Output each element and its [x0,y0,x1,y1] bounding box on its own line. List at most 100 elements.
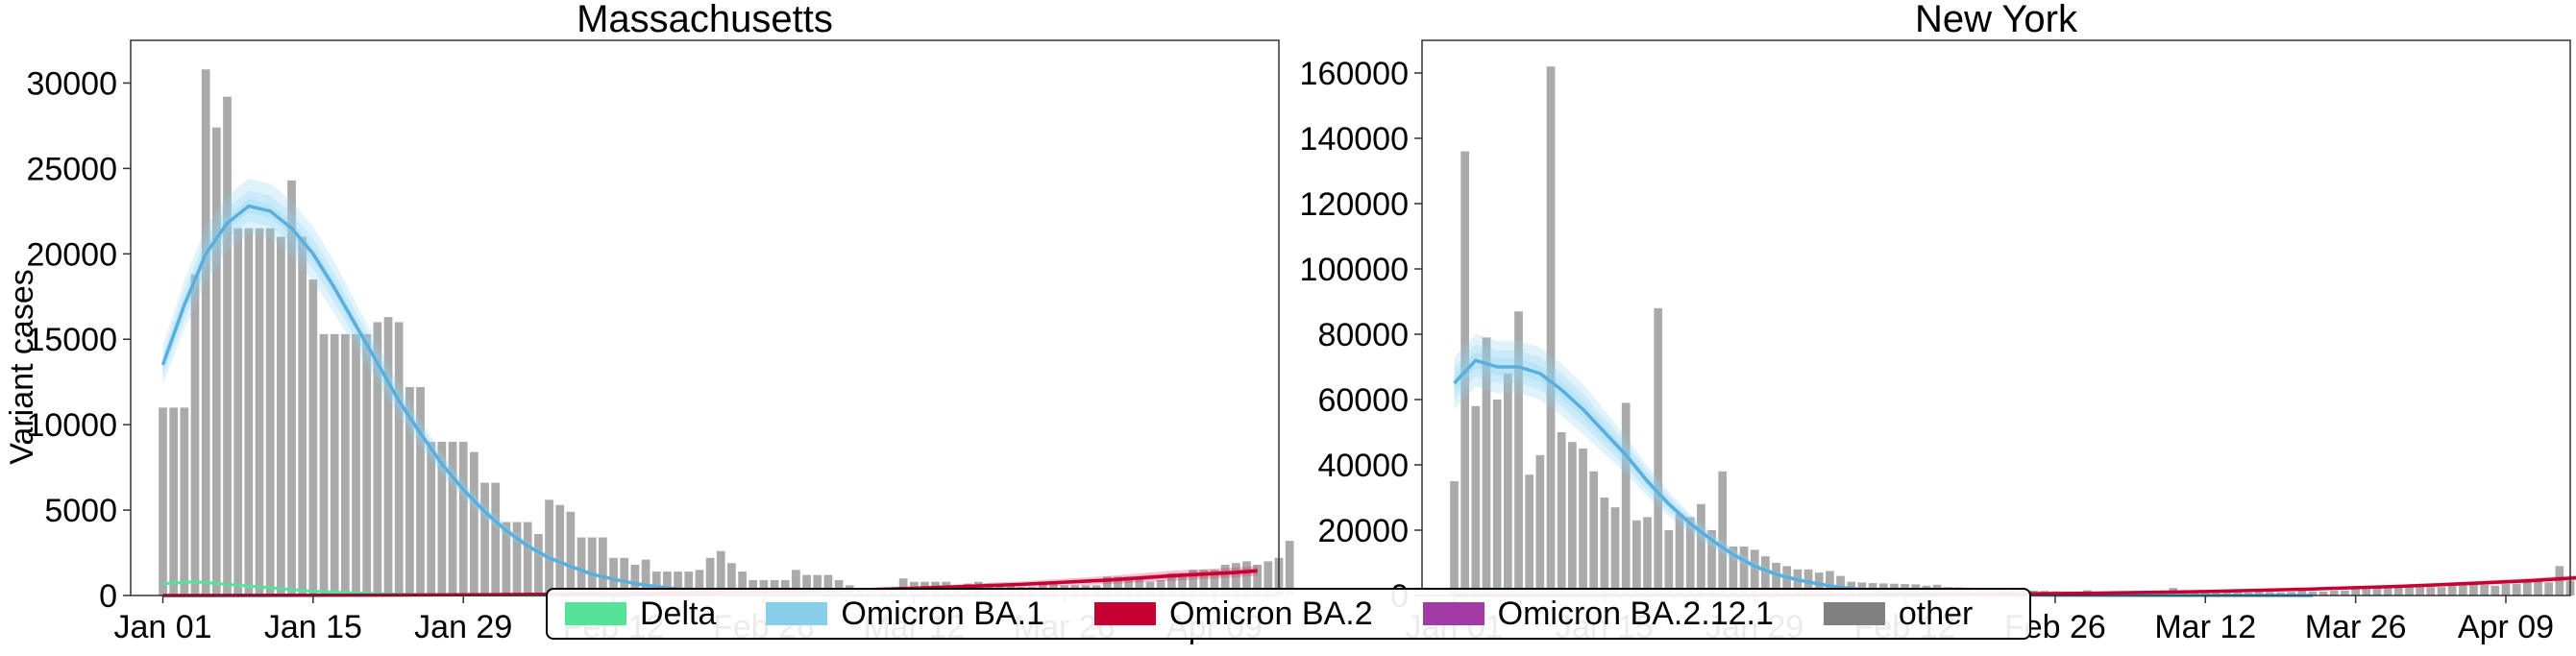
bar-other [190,274,200,595]
y-tick-label: 20000 [1317,513,1409,549]
bar-other [641,559,650,595]
bar-other [2555,566,2564,595]
bar-other [587,537,597,595]
x-tick-label: Mar 26 [2305,609,2407,645]
bar-other [2544,582,2554,595]
bar-other [1263,561,1273,595]
bar-other [1135,576,1144,595]
bar-other [1492,400,1502,595]
bar-other [1772,563,1780,595]
bar-other [223,96,232,596]
bar-other [630,564,640,595]
bar-other [1210,570,1219,595]
bar-other [1729,547,1738,595]
bar-other [620,557,629,595]
band-omicron-ba-1 [1454,352,2313,595]
bar-other [1525,474,1534,595]
band-omicron-ba-1 [162,179,969,595]
chart-title: New York [1915,0,2078,40]
bar-other [545,499,553,595]
bar-other [394,322,404,595]
bar-other [470,451,478,595]
bar-other [566,511,576,595]
bar-other [748,579,758,595]
bar-other [1253,564,1263,595]
bar-other [2318,591,2328,595]
y-tick-label: 80000 [1317,317,1409,353]
bar-other [2426,587,2436,595]
bar-other [2490,585,2500,595]
bar-other [1675,514,1684,595]
bar-other [1242,561,1251,595]
bar-other [1718,471,1728,595]
bar-other [427,441,436,595]
legend-item: other [1823,595,1974,633]
bar-other [1231,563,1240,595]
bar-other [1166,572,1176,595]
bar-other [2254,592,2264,595]
bar-other [1643,517,1652,595]
bar-other [2329,590,2339,595]
y-tick-label: 10000 [26,407,117,444]
bar-other [383,317,393,595]
bar-other [2534,580,2542,595]
bar-other [1471,405,1481,595]
bar-other [609,557,618,595]
bar-other [373,322,382,595]
x-tick-label: Mar 12 [2154,609,2256,645]
bar-other [352,333,360,595]
bar-other [201,69,210,596]
bar-other [651,571,661,595]
y-tick-label: 25000 [26,151,117,187]
bar-other [1697,503,1705,595]
chart-title: Massachusetts [577,0,833,40]
bar-other [2458,582,2467,595]
legend-label: other [1898,595,1974,632]
bar-other [792,570,800,595]
bar-other [2341,590,2349,595]
bar-other [2362,589,2371,595]
bar-other [448,441,457,595]
bar-other [695,570,704,595]
bar-other [2287,592,2295,595]
y-tick-label: 40000 [1317,448,1409,484]
bar-other [319,333,329,595]
bar-other [738,571,747,595]
bar-other [1503,373,1512,595]
chart-panel-massachusetts: Massachusetts 0 5000 10000 15000 20000 25000 30… [26,0,1294,645]
bar-other [405,387,414,595]
bar-other [1621,402,1631,595]
bar-other [362,333,372,595]
y-tick-label: 60000 [1317,382,1409,419]
legend-label: Omicron BA.1 [841,595,1044,632]
legend-item: Omicron BA.1 [766,595,1044,633]
bar-other [1482,337,1491,595]
bar-other [1220,564,1230,595]
bar-other [770,579,779,595]
bar-other [2393,586,2403,595]
bar-other [1156,579,1165,595]
bar-other [1178,572,1187,595]
bar-other [244,228,254,595]
legend-item: Delta [565,595,716,633]
bar-other [813,574,822,595]
bar-other [1610,507,1620,595]
bar-other [1514,311,1523,595]
y-tick-label: 15000 [26,322,117,358]
legend-swatch [1823,602,1885,625]
bar-other [780,579,790,595]
y-tick-label: 0 [99,578,117,615]
bar-other [416,387,425,595]
bar-other [2512,584,2521,595]
bar-other [159,407,167,595]
bar-other [437,441,447,595]
legend-item: Omicron BA.2.12.1 [1422,595,1774,633]
bar-other [674,571,682,595]
bar-other [1546,66,1556,595]
bar-other [705,557,715,595]
x-tick-label: Jan 29 [414,609,512,645]
bar-other [1707,530,1716,595]
bar-other [265,228,275,595]
chart-panel-new-york: New York02000040000600008000010000012000… [1300,0,2576,645]
legend-swatch [1422,602,1484,625]
